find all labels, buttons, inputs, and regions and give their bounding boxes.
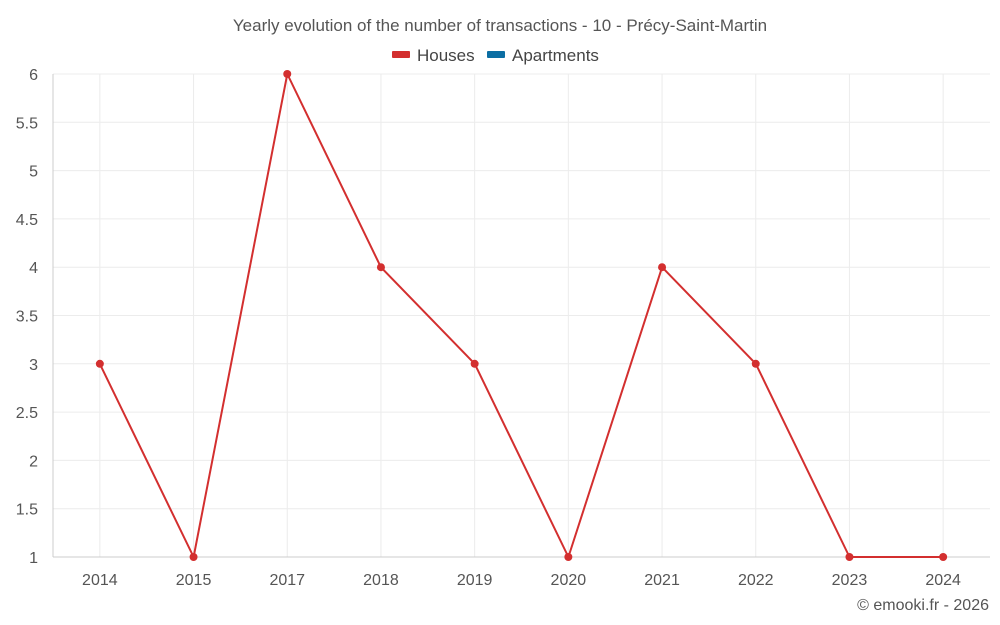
data-point-houses-2023[interactable]: [845, 553, 854, 561]
data-point-houses-2015[interactable]: [189, 553, 198, 561]
series-layer: [95, 70, 948, 561]
data-point-houses-2019[interactable]: [470, 359, 479, 368]
x-tick-label: 2023: [832, 572, 868, 589]
y-tick-label: 2.5: [16, 405, 38, 422]
x-tick-label: 2015: [176, 572, 212, 589]
y-tick-label: 6: [29, 67, 38, 84]
legend-swatch-apartments: [487, 51, 505, 58]
legend-item-houses[interactable]: Houses: [392, 46, 475, 65]
y-tick-label: 4.5: [16, 212, 38, 229]
y-tick-label: 1.5: [16, 502, 38, 519]
grid: [53, 73, 990, 557]
legend-label-houses: Houses: [417, 46, 475, 65]
legend-label-apartments: Apartments: [512, 46, 599, 65]
y-tick-label: 3: [29, 357, 38, 374]
x-tick-label: 2020: [551, 572, 587, 589]
data-point-houses-2020[interactable]: [564, 553, 573, 561]
x-tick-label: 2021: [644, 572, 680, 589]
x-tick-label: 2019: [457, 572, 493, 589]
y-tick-label: 5.5: [16, 115, 38, 132]
chart-title: Yearly evolution of the number of transa…: [233, 16, 767, 35]
y-tick-label: 4: [29, 260, 38, 277]
data-point-houses-2022[interactable]: [751, 359, 760, 368]
data-point-houses-2014[interactable]: [95, 359, 104, 368]
credit-text: © emooki.fr - 2026: [857, 597, 989, 614]
y-tick-label: 3.5: [16, 309, 38, 326]
x-tick-label: 2024: [925, 572, 961, 589]
data-point-houses-2018[interactable]: [376, 263, 385, 272]
x-tick-label: 2022: [738, 572, 774, 589]
data-point-houses-2021[interactable]: [658, 263, 667, 272]
legend-swatch-houses: [392, 51, 410, 58]
data-point-houses-2017[interactable]: [283, 70, 292, 78]
legend-item-apartments[interactable]: Apartments: [487, 46, 599, 65]
axes: 1 1.5 2 2.5 3 3.5 4 4.5 5 5.5 6 2014 2015 2017 2018 201…: [16, 67, 990, 589]
x-tick-label: 2014: [82, 572, 118, 589]
series-line-houses: [98, 73, 944, 558]
x-tick-label: 2018: [363, 572, 399, 589]
y-tick-label: 1: [29, 550, 38, 567]
x-tick-label: 2017: [269, 572, 305, 589]
data-point-houses-2024[interactable]: [939, 553, 948, 561]
legend: Houses Apartments: [392, 46, 599, 65]
y-tick-label: 2: [29, 453, 38, 470]
y-tick-label: 5: [29, 164, 38, 181]
